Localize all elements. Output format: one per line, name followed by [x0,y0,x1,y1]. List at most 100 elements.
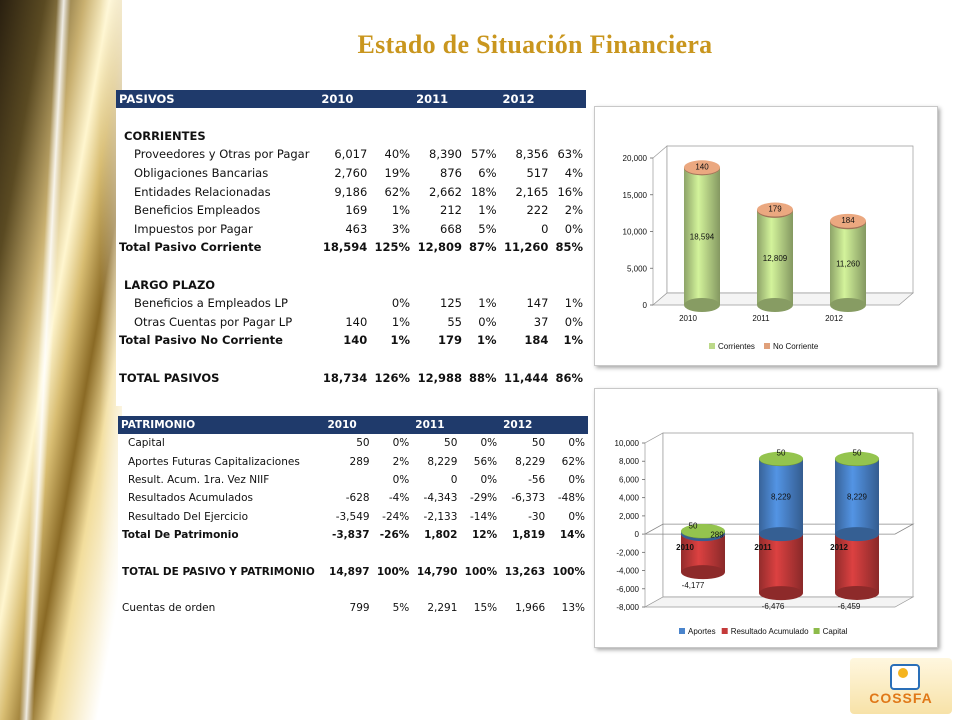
value-cell: 179 [437,333,462,348]
percent-cell: 0% [480,474,498,487]
value-cell: -4,343 [423,492,458,505]
value-cell [324,471,372,489]
percent-cell: 2% [392,455,410,468]
header-cell: PATRIMONIO [118,416,325,435]
value-cell: 12,988 [417,370,462,385]
row-label: Otras Cuentas por Pagar LP [134,314,293,329]
table-row: Entidades Relacionadas 9,186 62% 2,662 18% 2,… [116,182,586,201]
row-label: Beneficios a Empleados LP [134,296,288,311]
total-row: Total Pasivo Corriente 18,594 125% 12,809 87… [116,238,586,257]
table-row: Result. Acum. 1ra. Vez NIIF 0% 0 0% -56 0% [118,471,588,489]
percent-cell: 0% [568,437,585,450]
table-header-row: PASIVOS 2010 2011 2012 [116,90,586,108]
pasivos-table: PASIVOS 2010 2011 2012 CORRIENTES Proveedore… [116,90,586,406]
value-cell: 0 [450,474,458,487]
value-cell: 140 [343,333,368,348]
row-label: Aportes Futuras Capitalizaciones [128,455,300,468]
table-row: Resultados Acumulados -628 -4% -4,343 -29% -6… [118,489,588,507]
value-cell: 140 [345,314,368,329]
zero-plane [643,523,915,535]
data-label: 50 [853,449,862,458]
value-cell: 2,165 [515,184,549,199]
cossfa-logo: COSSFA [850,658,952,714]
spacer-row [116,257,586,276]
percent-cell: 5% [478,221,497,236]
value-cell: -3,837 [331,528,370,541]
percent-cell: 63% [557,147,583,162]
percent-cell: 1% [563,333,583,348]
percent-cell: 0% [392,474,410,487]
data-label: -4,177 [682,581,705,590]
table-row: Aportes Futuras Capitalizaciones 289 2% 8,2… [118,453,588,471]
percent-cell: 2% [564,203,583,218]
bar-aportes-2012 [835,459,879,535]
total-row: TOTAL DE PASIVO Y PATRIMONIO 14,897 100% 14… [118,562,588,580]
bar-bottom-cap [759,527,803,542]
bar-top-cap [835,451,879,466]
logo-text: COSSFA [869,690,933,706]
value-cell: 12,809 [417,240,462,255]
percent-cell: 125% [374,240,411,255]
percent-cell: 0% [564,314,583,329]
y-tick-label: -4,000 [616,567,639,576]
header-cell [548,416,588,435]
data-label: 140 [695,162,709,171]
value-cell: 184 [524,333,549,348]
value-cell [413,275,465,294]
value-cell: 517 [526,166,549,181]
header-cell: PASIVOS [116,90,319,108]
percent-cell [551,275,586,294]
value-cell: -3,549 [335,510,370,523]
value-cell: 18,734 [322,370,368,385]
patrimonio-chart-svg: -8,000 -6,000 -4,000 -2,000 0 2,000 4,000 6,000… [615,432,915,636]
value-cell: 169 [345,203,368,218]
chart-side-wall [652,145,668,306]
value-cell: 125 [440,296,462,311]
value-cell: 1,819 [512,528,546,541]
percent-cell: 14% [559,528,585,541]
table-row: Proveedores y Otras por Pagar 6,017 40% 8,3… [116,145,586,164]
y-tick-label: -8,000 [616,603,639,612]
bar-bottom-cap [759,586,803,601]
bar-bottom-cap [835,527,879,542]
percent-cell: 18% [470,184,497,199]
value-cell: 876 [440,166,462,181]
y-tick-label: 10,000 [615,439,640,448]
header-cell: 2012 [500,416,549,435]
y-tick-label: 20,000 [623,154,648,163]
value-cell: 37 [533,314,549,329]
percent-cell: -48% [557,492,585,505]
data-label: 179 [768,205,782,214]
percent-cell: 100% [376,565,410,578]
spacer-cell [118,544,588,562]
x-tick-label: 2012 [825,314,843,323]
value-cell [413,127,465,146]
data-label: 8,229 [847,493,868,502]
percent-cell: 100% [464,565,498,578]
bar-bottom-cap [835,585,879,600]
y-tick-label: -2,000 [616,548,639,557]
value-cell: 147 [526,296,549,311]
value-cell [318,294,370,313]
row-label: Cuentas de orden [122,602,216,615]
value-cell: 212 [440,203,462,218]
data-label: 12,809 [763,254,788,263]
percent-cell: 1% [390,333,411,348]
row-label: Total De Patrimonio [122,528,239,541]
value-cell: 8,390 [429,147,462,162]
percent-cell [465,275,500,294]
y-tick-label: 0 [643,301,648,310]
data-label: 11,260 [836,260,860,269]
value-cell: 9,186 [334,184,368,199]
patrimonio-table: PATRIMONIO 2010 2011 2012 Capital 50 0% 50 0% 50 0… [118,416,588,618]
table-header-row: PATRIMONIO 2010 2011 2012 [118,416,588,435]
percent-cell: 3% [391,221,411,236]
row-label: TOTAL PASIVOS [119,370,220,385]
percent-cell: 62% [384,184,411,199]
spacer-cell [116,387,586,406]
percent-cell: -14% [469,510,498,523]
percent-cell [465,127,500,146]
total-row: Total De Patrimonio -3,837 -26% 1,802 12% 1,8… [118,526,588,544]
value-cell: 14,897 [329,565,370,578]
logo-sun-icon [898,668,908,678]
